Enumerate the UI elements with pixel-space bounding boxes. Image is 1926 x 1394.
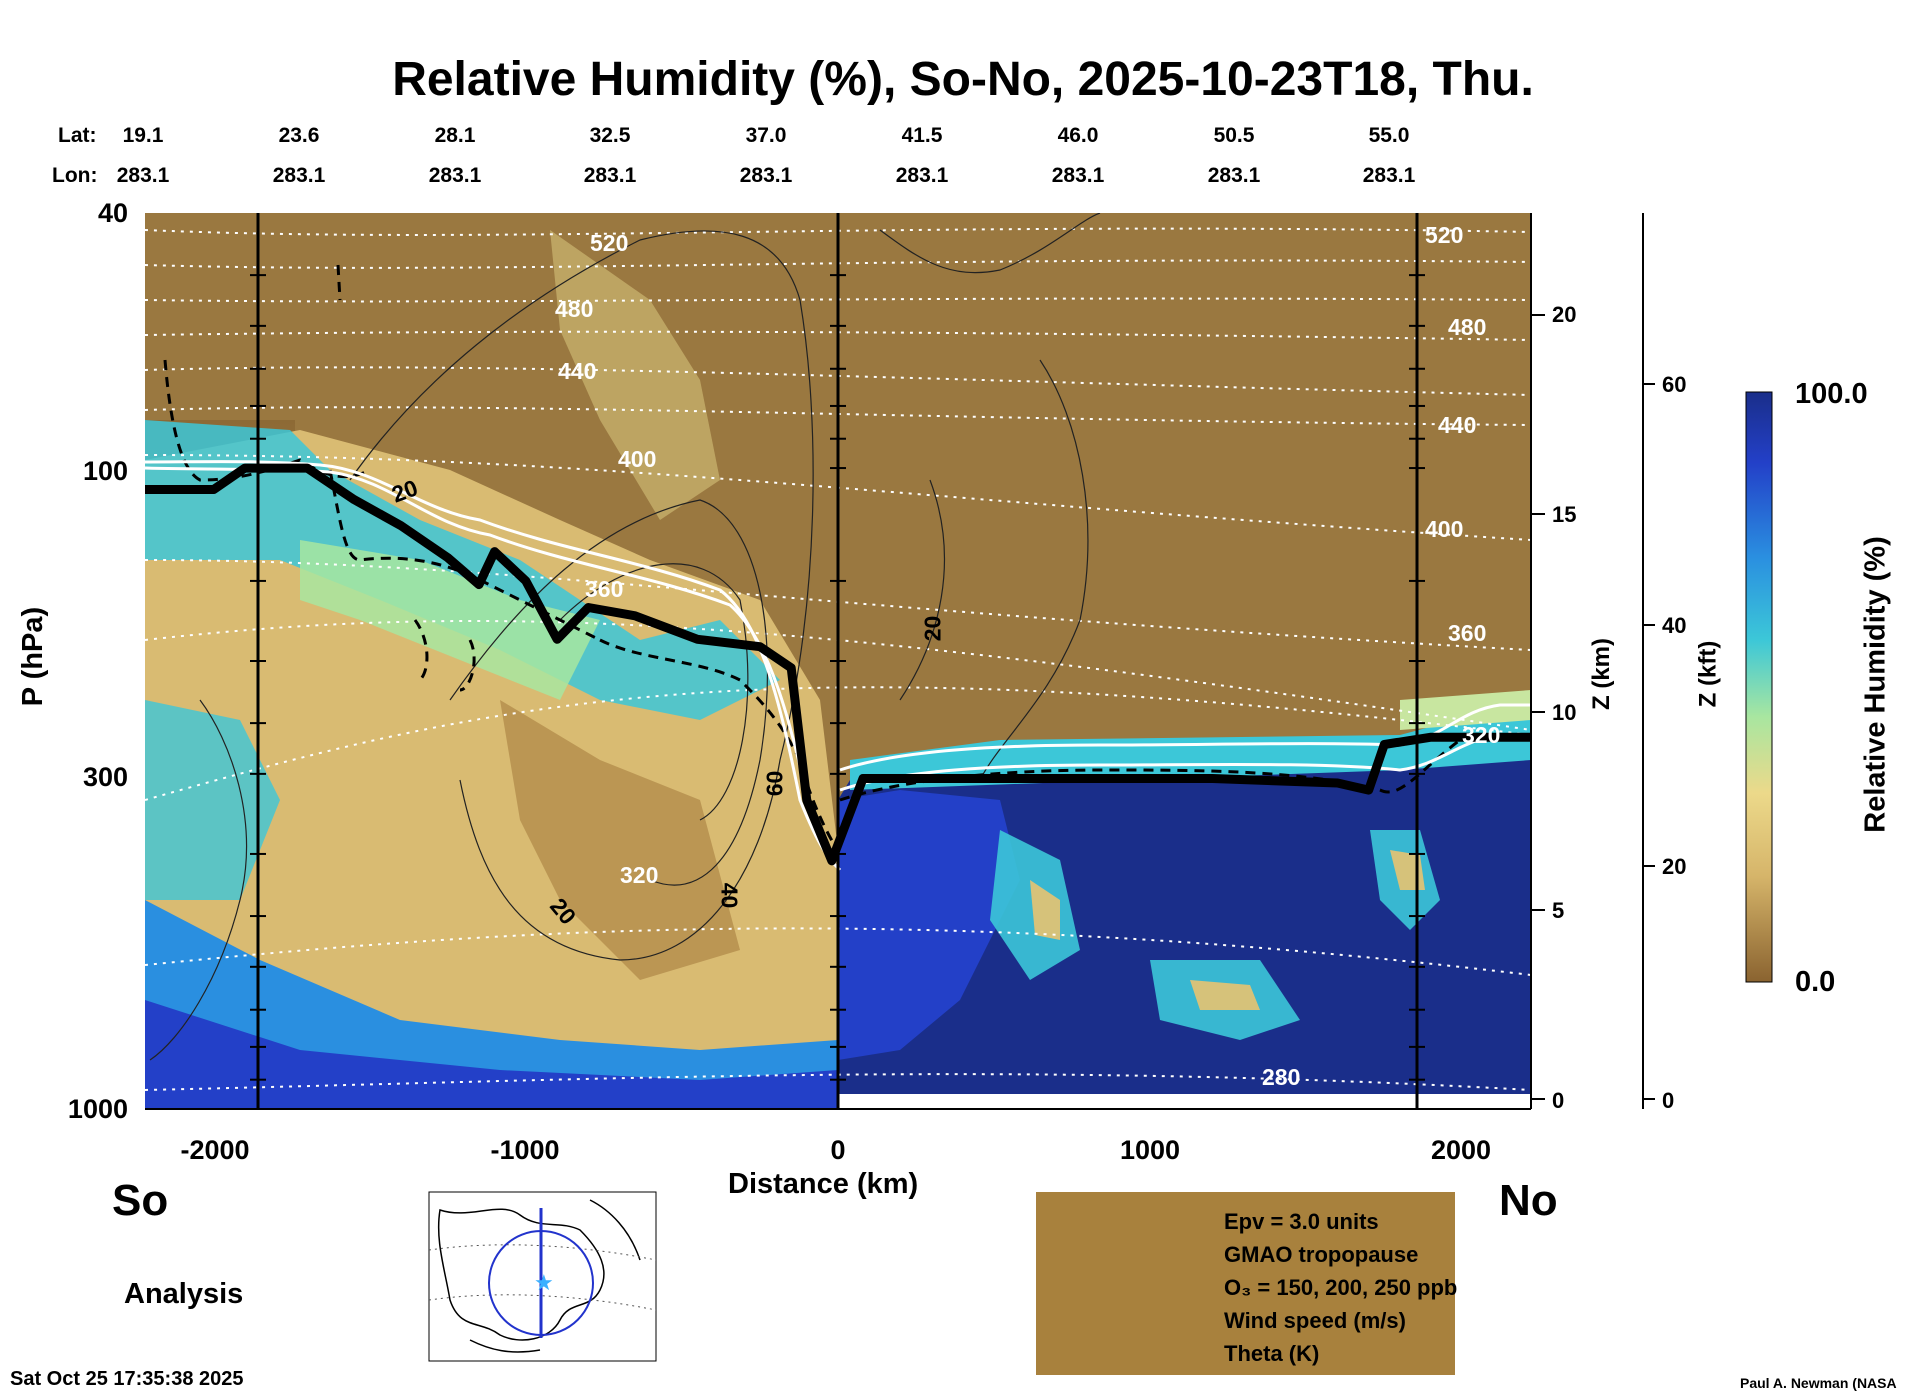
theta-label: 280	[1262, 1064, 1301, 1090]
north-label: No	[1499, 1176, 1558, 1225]
credit: Paul A. Newman (NASA	[1740, 1375, 1897, 1391]
theta-label: 480	[555, 296, 594, 322]
south-label: So	[112, 1176, 169, 1225]
legend-item-epv: Epv = 3.0 units	[1224, 1209, 1379, 1234]
z-km-tick: 20	[1552, 302, 1577, 327]
z-km-tick: 0	[1552, 1088, 1565, 1113]
colorbar	[1745, 391, 1773, 983]
theta-label: 480	[1448, 314, 1487, 340]
y-axis-title: P (hPa)	[17, 606, 50, 707]
wind-label: 60	[761, 770, 788, 797]
lon-value: 283.1	[428, 164, 482, 187]
lat-value: 37.0	[745, 124, 787, 147]
lon-value: 283.1	[272, 164, 326, 187]
lon-value: 283.1	[739, 164, 793, 187]
lat-value: 32.5	[589, 124, 631, 147]
legend-item-theta: Theta (K)	[1224, 1341, 1320, 1366]
lat-value: 50.5	[1213, 124, 1255, 147]
legend-item-wind: Wind speed (m/s)	[1224, 1308, 1406, 1333]
z-kft-tick: 0	[1662, 1088, 1675, 1113]
tropopause-line	[145, 463, 1531, 866]
lon-value: 283.1	[1362, 164, 1416, 187]
z-km-tick: 15	[1552, 502, 1577, 527]
wind-label: 40	[716, 882, 743, 909]
reference-ticks	[250, 274, 1425, 1081]
lon-value: 283.1	[895, 164, 949, 187]
x-axis-title: Distance (km)	[728, 1168, 919, 1200]
legend-item-tropopause: GMAO tropopause	[1224, 1242, 1419, 1267]
theta-label: 360	[1448, 620, 1487, 646]
y-tick-label: 300	[82, 762, 128, 792]
legend	[1036, 1192, 1455, 1375]
lat-value: 28.1	[434, 124, 476, 147]
center-marker-icon: ★	[534, 1271, 554, 1296]
inset-map: ★	[428, 1191, 657, 1362]
theta-label: 400	[1425, 516, 1464, 542]
lat-value: 46.0	[1057, 124, 1099, 147]
theta-label: 360	[585, 576, 624, 602]
y-tick-label: 1000	[67, 1094, 128, 1124]
wind-contours	[149, 213, 1101, 1061]
lat-value: 55.0	[1368, 124, 1410, 147]
z-km-axis	[1530, 213, 1545, 1109]
z-km-title: Z (km)	[1588, 638, 1615, 710]
lon-value: 283.1	[1207, 164, 1261, 187]
y-tick-label: 100	[82, 456, 128, 486]
x-tick-label: 2000	[1430, 1135, 1492, 1165]
theta-contours	[145, 227, 1531, 1091]
z-kft-axis	[1642, 213, 1655, 1109]
lat-value: 19.1	[122, 124, 164, 147]
z-kft-tick: 60	[1662, 372, 1687, 397]
colorbar-title: Relative Humidity (%)	[1859, 536, 1892, 833]
x-tick-label: 0	[830, 1135, 846, 1165]
legend-item-ozone: O₃ = 150, 200, 250 ppb	[1224, 1275, 1458, 1300]
lat-label: Lat:	[58, 124, 97, 147]
theta-label: 320	[620, 862, 659, 888]
z-kft-tick: 40	[1662, 613, 1687, 638]
theta-label: 440	[558, 358, 597, 384]
lon-label: Lon:	[52, 164, 98, 187]
colorbar-max: 100.0	[1795, 378, 1868, 410]
colorbar-min: 0.0	[1795, 966, 1836, 998]
footer-timestamp: Sat Oct 25 17:35:38 2025	[10, 1368, 244, 1390]
theta-label: 520	[590, 230, 629, 256]
lat-value: 41.5	[901, 124, 943, 147]
x-tick-label: -1000	[490, 1135, 560, 1165]
theta-label: 440	[1438, 412, 1477, 438]
x-tick-label: 1000	[1119, 1135, 1181, 1165]
wind-label: 20	[919, 615, 946, 642]
theta-label: 520	[1425, 222, 1464, 248]
x-tick-label: -2000	[180, 1135, 250, 1165]
chart-title: Relative Humidity (%), So-No, 2025-10-23…	[392, 53, 1534, 106]
z-km-tick: 5	[1552, 898, 1565, 923]
theta-label: 400	[618, 446, 657, 472]
lat-value: 23.6	[278, 124, 320, 147]
z-km-tick: 10	[1552, 700, 1577, 725]
analysis-label: Analysis	[124, 1278, 244, 1310]
lon-value: 283.1	[116, 164, 170, 187]
theta-label: 320	[1462, 722, 1501, 748]
y-tick-label: 40	[97, 198, 128, 228]
lon-value: 283.1	[1051, 164, 1105, 187]
z-kft-tick: 20	[1662, 854, 1687, 879]
lon-value: 283.1	[583, 164, 637, 187]
z-kft-title: Z (kft)	[1694, 640, 1722, 708]
